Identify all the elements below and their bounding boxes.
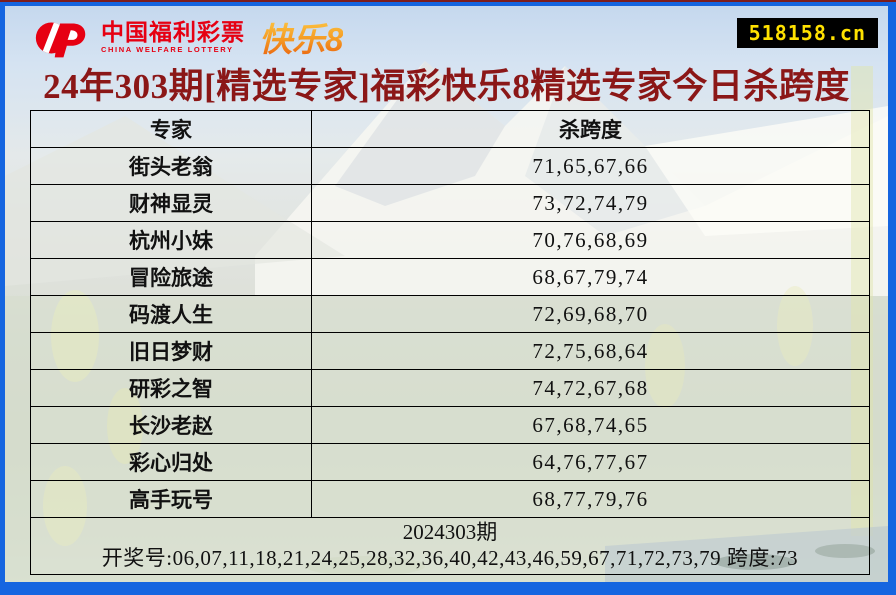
logo-cn-text: 中国福利彩票 (101, 18, 245, 45)
site-badge: 518158.cn (736, 18, 878, 48)
content-area: 中国福利彩票 CHINA WELFARE LOTTERY 快乐8 518158.… (5, 6, 888, 582)
column-header-killspan: 杀跨度 (559, 118, 622, 142)
logo: 中国福利彩票 CHINA WELFARE LOTTERY 快乐8 (31, 13, 343, 61)
table-row: 长沙老赵 67,68,74,65 (31, 407, 869, 444)
draw-numbers-line: 开奖号:06,07,11,18,21,24,25,28,32,36,40,42,… (101, 546, 799, 570)
table-row: 码渡人生 72,69,68,70 (31, 296, 869, 333)
expert-name: 财神显灵 (31, 185, 312, 221)
table-row: 杭州小妹 70,76,68,69 (31, 222, 869, 259)
kill-span-values: 67,68,74,65 (532, 412, 649, 437)
table-header-row: 专家 杀跨度 (31, 111, 869, 148)
expert-name: 长沙老赵 (31, 407, 312, 443)
page-title: 24年303期[精选专家]福彩快乐8精选专家今日杀跨度 (43, 67, 850, 106)
expert-name: 研彩之智 (31, 370, 312, 406)
kill-span-values: 68,77,79,76 (532, 486, 649, 511)
expert-name: 冒险旅途 (31, 259, 312, 295)
kill-span-values: 70,76,68,69 (532, 227, 649, 252)
expert-name: 码渡人生 (31, 296, 312, 332)
table-row: 冒险旅途 68,67,79,74 (31, 259, 869, 296)
expert-name: 旧日梦财 (31, 333, 312, 369)
table-row: 彩心归处 64,76,77,67 (31, 444, 869, 481)
expert-name: 彩心归处 (31, 444, 312, 480)
table-footer: 2024303期 开奖号:06,07,11,18,21,24,25,28,32,… (31, 518, 869, 574)
header: 中国福利彩票 CHINA WELFARE LOTTERY 快乐8 (31, 12, 878, 62)
kill-span-values: 71,65,67,66 (532, 153, 649, 178)
kill-span-values: 72,69,68,70 (532, 301, 649, 326)
table-row: 街头老翁 71,65,67,66 (31, 148, 869, 185)
table-body: 街头老翁 71,65,67,66 财神显灵 73,72,74,79 杭州小妹 70,76,… (31, 148, 869, 518)
kill-span-values: 72,75,68,64 (532, 338, 649, 363)
kill-span-values: 64,76,77,67 (532, 449, 649, 474)
period-label: 2024303期 (402, 520, 498, 544)
expert-name: 杭州小妹 (31, 222, 312, 258)
top-accent-strip (0, 0, 896, 2)
kill-span-values: 74,72,67,68 (532, 375, 649, 400)
experts-table: 专家 杀跨度 街头老翁 71,65,67,66 财神显灵 73,72,74,79 杭州小… (30, 110, 870, 575)
kill-span-values: 73,72,74,79 (532, 190, 649, 215)
cwl-logo-icon (35, 22, 86, 58)
logo-en-text: CHINA WELFARE LOTTERY (101, 44, 234, 54)
table-row: 研彩之智 74,72,67,68 (31, 370, 869, 407)
table-row: 高手玩号 68,77,79,76 (31, 481, 869, 518)
kill-span-values: 68,67,79,74 (532, 264, 649, 289)
landscape-background (5, 61, 888, 582)
expert-name: 街头老翁 (31, 148, 312, 184)
column-header-expert: 专家 (31, 111, 312, 147)
table-row: 财神显灵 73,72,74,79 (31, 185, 869, 222)
logo-brand-kuaile8: 快乐8 (259, 13, 343, 61)
expert-name: 高手玩号 (31, 481, 312, 517)
logo-text: 中国福利彩票 CHINA WELFARE LOTTERY (101, 18, 245, 54)
table-row: 旧日梦财 72,75,68,64 (31, 333, 869, 370)
